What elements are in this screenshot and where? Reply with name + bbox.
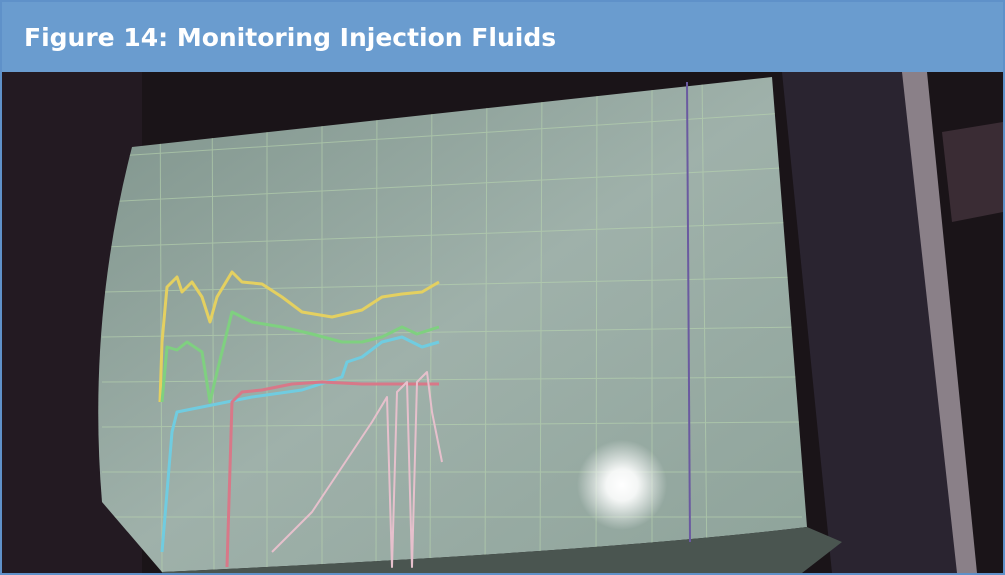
figure: Figure 14: Monitoring Injection Fluids — [0, 0, 1005, 575]
background-object — [942, 122, 1003, 222]
screen-glare — [577, 440, 667, 530]
title-bar: Figure 14: Monitoring Injection Fluids — [2, 2, 1003, 72]
figure-title: Figure 14: Monitoring Injection Fluids — [24, 23, 556, 52]
screen — [98, 77, 807, 572]
photo — [2, 72, 1003, 573]
